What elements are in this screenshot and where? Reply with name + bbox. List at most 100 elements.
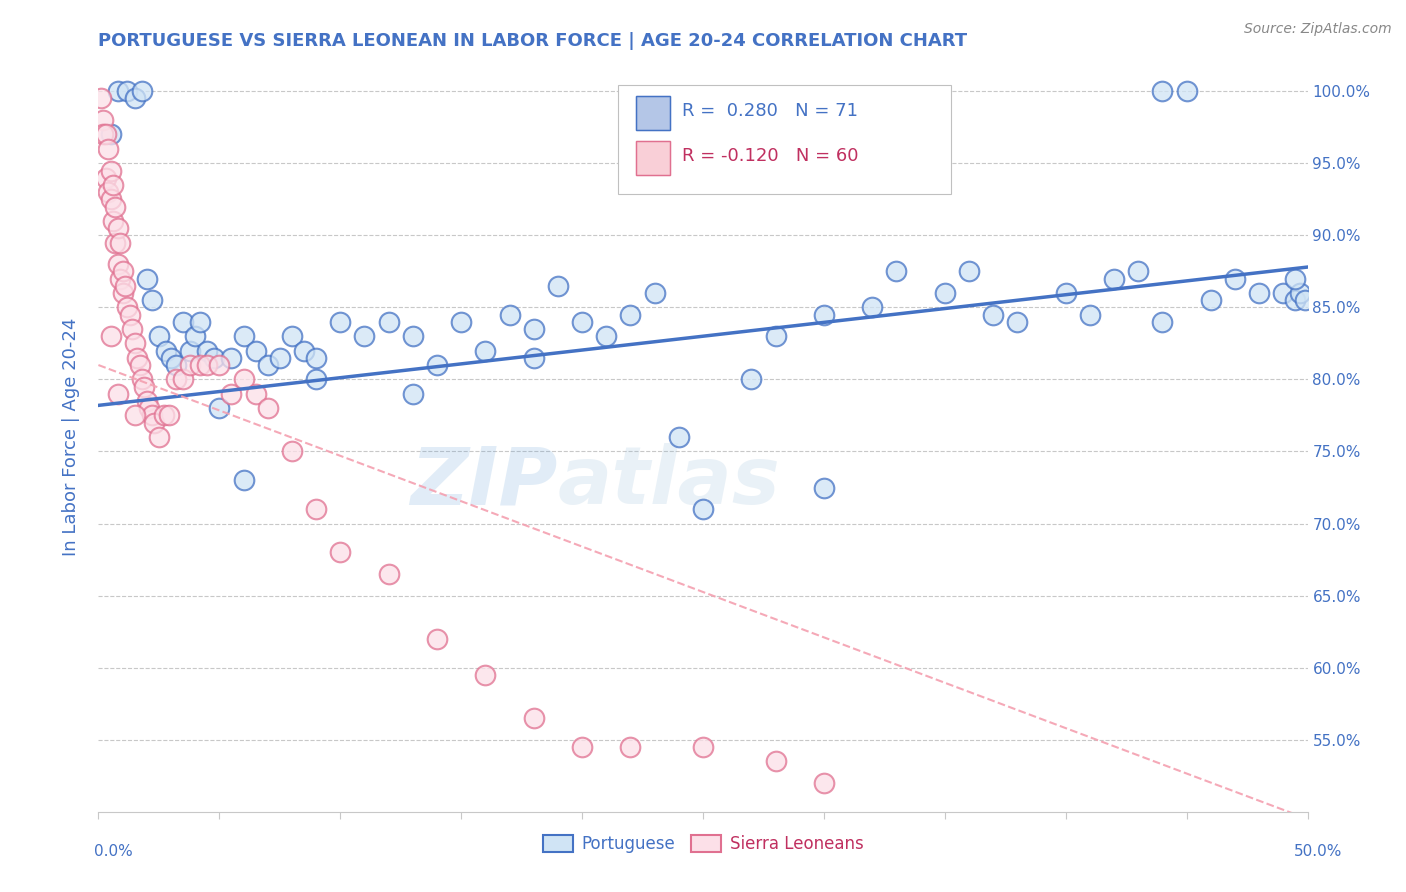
Point	[474, 668, 496, 682]
Point	[619, 739, 641, 754]
Point	[172, 315, 194, 329]
Point	[523, 351, 546, 365]
Point	[94, 128, 117, 142]
Point	[179, 358, 201, 372]
Point	[281, 444, 304, 458]
Point	[117, 301, 139, 315]
Point	[232, 329, 254, 343]
Point	[141, 293, 163, 308]
Bar	[637, 141, 671, 175]
Point	[208, 358, 231, 372]
Point	[131, 84, 153, 98]
Point	[1175, 84, 1198, 98]
Point	[256, 358, 278, 372]
Point	[157, 409, 180, 423]
Text: R =  0.280   N = 71: R = 0.280 N = 71	[682, 103, 859, 120]
Point	[1128, 264, 1150, 278]
Point	[124, 336, 146, 351]
Point	[117, 84, 139, 98]
Point	[111, 264, 134, 278]
Point	[101, 214, 124, 228]
Point	[131, 372, 153, 386]
Point	[221, 351, 243, 365]
Point	[104, 235, 127, 250]
Point	[107, 387, 129, 401]
Point	[1007, 315, 1029, 329]
Point	[269, 351, 291, 365]
Point	[91, 113, 114, 128]
Text: 0.0%: 0.0%	[94, 845, 134, 859]
Point	[1078, 308, 1101, 322]
Point	[1294, 293, 1316, 308]
Text: ZIP: ZIP	[411, 443, 558, 521]
Point	[94, 170, 117, 185]
Point	[184, 329, 207, 343]
Point	[1223, 271, 1246, 285]
Text: 50.0%: 50.0%	[1295, 845, 1343, 859]
Text: R = -0.120   N = 60: R = -0.120 N = 60	[682, 147, 859, 165]
Point	[305, 502, 328, 516]
Point	[1152, 315, 1174, 329]
Point	[1284, 293, 1306, 308]
Point	[523, 322, 546, 336]
Point	[134, 379, 156, 393]
Point	[138, 401, 160, 416]
Point	[619, 308, 641, 322]
Point	[195, 343, 218, 358]
Point	[195, 358, 218, 372]
Point	[547, 278, 569, 293]
Point	[232, 473, 254, 487]
Point	[91, 128, 114, 142]
Point	[426, 358, 449, 372]
Point	[1249, 285, 1271, 300]
Text: PORTUGUESE VS SIERRA LEONEAN IN LABOR FORCE | AGE 20-24 CORRELATION CHART: PORTUGUESE VS SIERRA LEONEAN IN LABOR FO…	[98, 32, 967, 50]
Point	[668, 430, 690, 444]
Point	[97, 142, 120, 156]
Point	[111, 285, 134, 300]
Point	[1152, 84, 1174, 98]
Point	[127, 351, 149, 365]
Point	[188, 315, 211, 329]
Bar	[637, 141, 671, 175]
Point	[1199, 293, 1222, 308]
Point	[245, 343, 267, 358]
Point	[813, 308, 835, 322]
Point	[107, 221, 129, 235]
Point	[152, 409, 174, 423]
Legend: Portuguese, Sierra Leoneans: Portuguese, Sierra Leoneans	[536, 828, 870, 860]
Point	[281, 329, 304, 343]
Point	[179, 343, 201, 358]
Point	[765, 754, 787, 768]
Point	[232, 372, 254, 386]
Point	[402, 329, 425, 343]
Point	[124, 91, 146, 105]
Point	[377, 315, 399, 329]
Point	[860, 301, 883, 315]
Point	[100, 192, 122, 206]
Point	[426, 632, 449, 646]
Point	[135, 271, 157, 285]
Point	[886, 264, 908, 278]
Point	[148, 329, 170, 343]
Bar	[637, 96, 671, 130]
Point	[165, 358, 187, 372]
Point	[256, 401, 278, 416]
Point	[172, 372, 194, 386]
Point	[128, 358, 150, 372]
Point	[148, 430, 170, 444]
Point	[108, 235, 131, 250]
Point	[981, 308, 1004, 322]
Point	[90, 91, 112, 105]
Point	[765, 329, 787, 343]
Point	[141, 409, 163, 423]
Point	[329, 545, 352, 559]
Point	[474, 343, 496, 358]
Point	[692, 739, 714, 754]
Point	[100, 128, 122, 142]
Point	[957, 264, 980, 278]
Text: atlas: atlas	[558, 443, 780, 521]
Point	[143, 416, 166, 430]
Point	[1289, 285, 1312, 300]
Point	[114, 278, 136, 293]
Point	[329, 315, 352, 329]
